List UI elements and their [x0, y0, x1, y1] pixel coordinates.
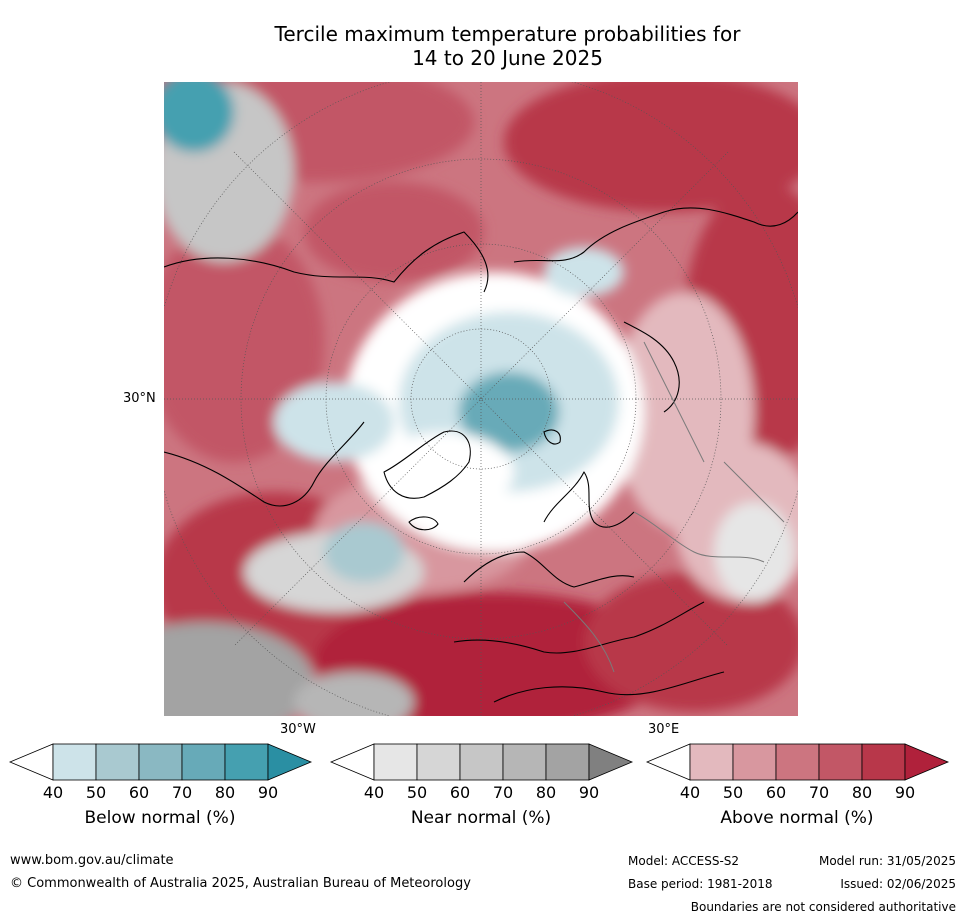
- tick-label: 90: [578, 783, 600, 802]
- near-normal-label: Near normal (%): [410, 808, 552, 828]
- near-normal-colorbar: [329, 743, 634, 781]
- tick-label: 50: [406, 783, 428, 802]
- colorbar-extend-low: [645, 743, 691, 781]
- colorbar-segment: [818, 743, 863, 781]
- boundaries-disclaimer: Boundaries are not considered authoritat…: [690, 900, 956, 914]
- tick-label: 80: [851, 783, 873, 802]
- colorbar-extend-low: [329, 743, 375, 781]
- probability-map: [164, 82, 798, 716]
- longitude-label-east: 30°E: [648, 722, 680, 737]
- tick-label: 40: [363, 783, 385, 802]
- above-normal-label: Above normal (%): [720, 808, 874, 828]
- coastlines: [164, 207, 798, 703]
- issued-date: Issued: 02/06/2025: [840, 877, 956, 891]
- tick-label: 70: [808, 783, 830, 802]
- legend-below-normal: [8, 743, 313, 781]
- tick-label: 60: [449, 783, 471, 802]
- tick-label: 60: [765, 783, 787, 802]
- colorbar-extend-high: [904, 743, 950, 781]
- tick-label: 40: [42, 783, 64, 802]
- title-line-2: 14 to 20 June 2025: [412, 46, 603, 70]
- below-normal-ticks: 40 50 60 70 80 90: [10, 783, 310, 803]
- probability-field: [164, 82, 798, 716]
- map-canvas: [164, 82, 798, 716]
- colorbar-segment: [861, 743, 906, 781]
- colorbar-segment: [775, 743, 820, 781]
- above-normal-colorbar: [645, 743, 950, 781]
- tick-label: 70: [492, 783, 514, 802]
- legend-near-normal: [329, 743, 634, 781]
- tick-label: 80: [214, 783, 236, 802]
- title-line-1: Tercile maximum temperature probabilitie…: [274, 22, 741, 46]
- colorbar-segment: [545, 743, 590, 781]
- base-period: Base period: 1981-2018: [628, 877, 773, 891]
- country-borders: [563, 341, 785, 673]
- tick-label: 50: [722, 783, 744, 802]
- tick-label: 50: [85, 783, 107, 802]
- chart-title: Tercile maximum temperature probabilitie…: [160, 22, 855, 70]
- colorbar-extend-high: [588, 743, 634, 781]
- legend-above-normal: [645, 743, 950, 781]
- colorbar-extend-high: [267, 743, 313, 781]
- graticule: [164, 82, 798, 716]
- tick-label: 70: [171, 783, 193, 802]
- colorbar-segment: [224, 743, 269, 781]
- model-name: Model: ACCESS-S2: [628, 854, 740, 868]
- tick-label: 80: [535, 783, 557, 802]
- tick-label: 90: [894, 783, 916, 802]
- above-normal-ticks: 40 50 60 70 80 90: [647, 783, 947, 803]
- copyright-text: © Commonwealth of Australia 2025, Austra…: [10, 876, 471, 891]
- colorbar-segment: [138, 743, 183, 781]
- longitude-label-west: 30°W: [280, 722, 316, 737]
- model-run: Model run: 31/05/2025: [818, 854, 956, 868]
- colorbar-segment: [689, 743, 734, 781]
- colorbar-segment: [459, 743, 504, 781]
- colorbar-extend-low: [8, 743, 54, 781]
- colorbar-segment: [181, 743, 226, 781]
- below-normal-colorbar: [8, 743, 313, 781]
- tick-label: 40: [679, 783, 701, 802]
- colorbar-segment: [502, 743, 547, 781]
- colorbar-segment: [95, 743, 140, 781]
- tick-label: 60: [128, 783, 150, 802]
- latitude-label: 30°N: [123, 391, 156, 406]
- near-normal-ticks: 40 50 60 70 80 90: [331, 783, 631, 803]
- colorbar-segment: [732, 743, 777, 781]
- below-normal-label: Below normal (%): [84, 808, 236, 828]
- tick-label: 90: [257, 783, 279, 802]
- website-link[interactable]: www.bom.gov.au/climate: [10, 853, 174, 868]
- colorbar-segment: [52, 743, 97, 781]
- colorbar-segment: [416, 743, 461, 781]
- colorbar-segment: [373, 743, 418, 781]
